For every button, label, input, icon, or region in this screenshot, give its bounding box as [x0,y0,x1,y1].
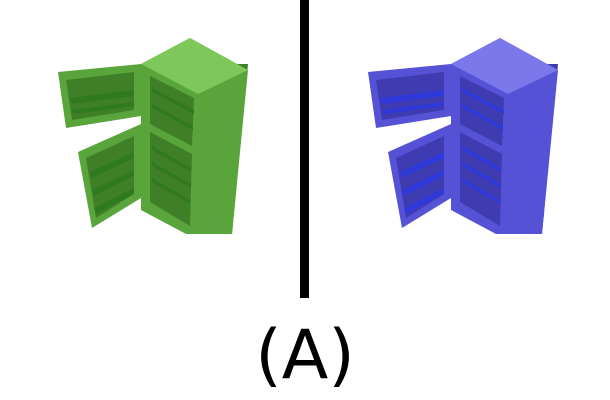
fridge-shelf [462,88,504,114]
fridge-door-shelf [94,188,134,214]
fridge-shelf [152,88,194,114]
fridge-shelf [152,104,193,130]
fridge-door-shelf [380,90,444,104]
fridge-shelf [152,162,191,188]
fridge-shelf [152,178,190,204]
refrigerator-icon-blue [368,38,558,234]
center-divider [300,0,309,298]
fridge-door-shelf [404,188,444,214]
fridge-top [451,38,558,94]
fridge-lower-cavity [150,132,192,226]
fridge-door-shelf [400,152,444,178]
fridge-top [141,38,248,94]
fridge-door-shelf [70,90,134,104]
fridge-door-shelf [92,170,134,196]
fridge-shelf [152,146,191,172]
fridge-door-shelf [382,102,444,114]
fridge-door-shelf [72,102,134,114]
fridge-shelf [462,178,500,204]
fridge-door-shelf [402,170,444,196]
fridge-shelf [462,162,501,188]
fridge-door-shelf [90,152,134,178]
fridge-lower-cavity [460,132,502,226]
fridge-shelf [462,146,501,172]
fridge-shelf [462,104,503,130]
refrigerator-icon-green [58,38,248,234]
figure-caption: (A) [255,316,355,395]
